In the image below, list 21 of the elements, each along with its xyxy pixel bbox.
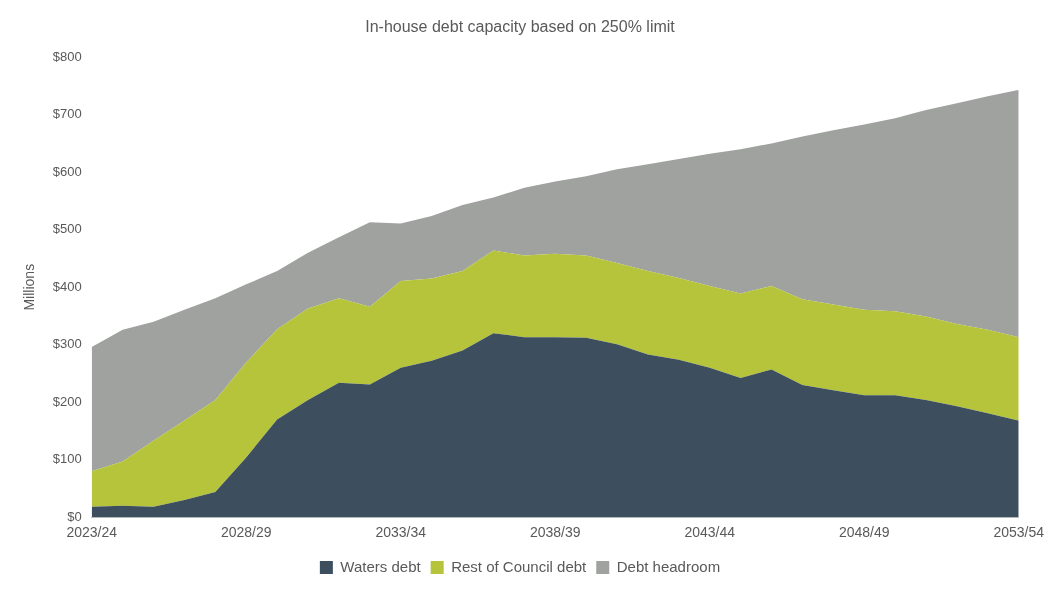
y-tick-label: $700: [52, 106, 82, 122]
legend-label: Debt headroom: [616, 557, 721, 575]
y-tick-label: $200: [52, 393, 82, 409]
x-tick-label: 2038/39: [529, 524, 581, 541]
x-tick-label: 2033/34: [375, 524, 427, 541]
y-tick-label: $500: [52, 221, 82, 237]
y-tick-label: $300: [52, 336, 82, 352]
y-tick-label: $100: [52, 451, 82, 467]
legend-label: Rest of Council debt: [451, 557, 588, 575]
x-tick-label: 2048/49: [838, 524, 890, 541]
x-tick-label: 2028/29: [220, 524, 272, 541]
x-tick-label: 2023/24: [66, 524, 118, 541]
y-tick-label: $400: [52, 278, 82, 294]
y-tick-label: $800: [52, 48, 82, 64]
legend-label: Waters debt: [340, 557, 422, 575]
x-tick-label: 2053/54: [993, 524, 1045, 541]
y-tick-label: $0: [67, 508, 82, 524]
x-tick-label: 2043/44: [684, 524, 736, 541]
y-axis-title: Millions: [21, 263, 38, 311]
chart-title: In-house debt capacity based on 250% limit: [365, 18, 676, 36]
y-tick-label: $600: [52, 163, 82, 179]
